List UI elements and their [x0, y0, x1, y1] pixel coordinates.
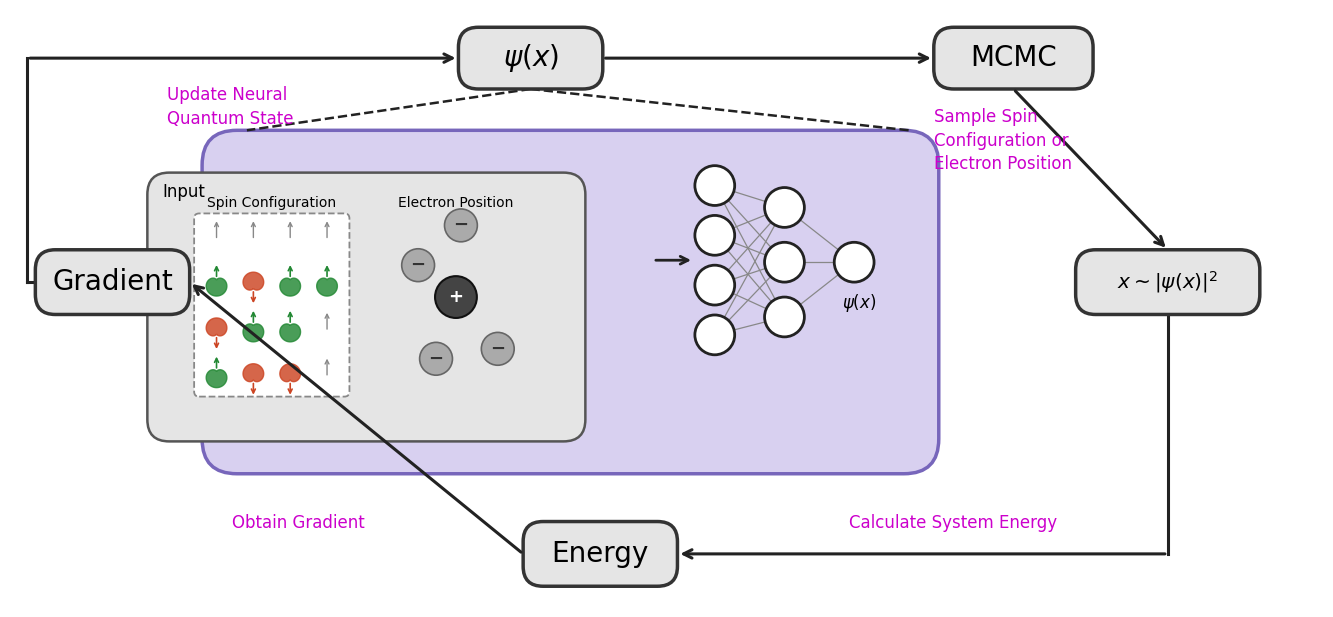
Polygon shape: [280, 364, 300, 382]
FancyBboxPatch shape: [1076, 250, 1260, 315]
Circle shape: [420, 342, 452, 375]
Text: −: −: [453, 217, 468, 234]
Polygon shape: [207, 318, 227, 336]
Polygon shape: [243, 324, 264, 342]
Text: Obtain Gradient: Obtain Gradient: [232, 514, 365, 532]
Text: Update Neural
Quantum State: Update Neural Quantum State: [167, 86, 293, 128]
Circle shape: [444, 209, 477, 242]
Circle shape: [481, 333, 515, 365]
Text: $\psi(x)$: $\psi(x)$: [503, 42, 559, 74]
Polygon shape: [207, 370, 227, 387]
Circle shape: [834, 242, 874, 282]
Circle shape: [694, 165, 734, 205]
Circle shape: [694, 265, 734, 305]
Text: Calculate System Energy: Calculate System Energy: [849, 514, 1057, 532]
Text: Sample Spin
Configuration or
Electron Position: Sample Spin Configuration or Electron Po…: [934, 108, 1072, 173]
Text: −: −: [428, 350, 444, 368]
FancyBboxPatch shape: [36, 250, 189, 315]
Text: Gradient: Gradient: [52, 268, 173, 296]
Circle shape: [765, 242, 804, 282]
Polygon shape: [280, 278, 300, 296]
Text: Spin Configuration: Spin Configuration: [207, 196, 336, 210]
Text: Input: Input: [163, 183, 205, 201]
Circle shape: [694, 215, 734, 255]
Text: $x \sim |\psi(x)|^2$: $x \sim |\psi(x)|^2$: [1117, 269, 1218, 295]
FancyBboxPatch shape: [148, 173, 585, 441]
Polygon shape: [243, 272, 264, 290]
Circle shape: [765, 188, 804, 228]
FancyBboxPatch shape: [203, 130, 938, 474]
FancyBboxPatch shape: [195, 213, 349, 397]
Text: $\psi(x)$: $\psi(x)$: [842, 292, 876, 314]
Text: Energy: Energy: [552, 540, 649, 568]
FancyBboxPatch shape: [934, 27, 1093, 89]
Polygon shape: [317, 278, 337, 296]
Polygon shape: [207, 278, 227, 296]
Polygon shape: [243, 364, 264, 382]
Text: Electron Position: Electron Position: [399, 196, 513, 210]
FancyBboxPatch shape: [523, 521, 677, 586]
Text: −: −: [411, 256, 425, 274]
Polygon shape: [280, 324, 300, 342]
Circle shape: [765, 297, 804, 337]
FancyBboxPatch shape: [459, 27, 603, 89]
Text: MCMC: MCMC: [970, 44, 1057, 72]
Circle shape: [694, 315, 734, 355]
Text: +: +: [448, 288, 464, 306]
Circle shape: [435, 276, 477, 318]
Circle shape: [401, 249, 435, 281]
Text: −: −: [491, 340, 505, 358]
